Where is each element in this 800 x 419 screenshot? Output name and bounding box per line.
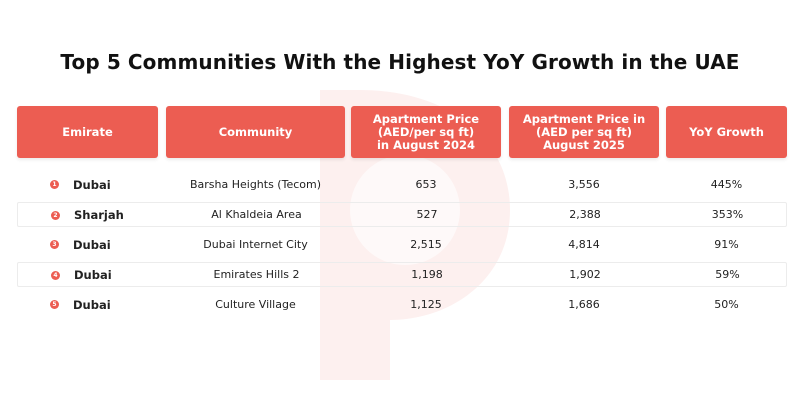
header-label: YoY Growth bbox=[689, 124, 764, 139]
community-cell: Culture Village bbox=[215, 298, 296, 311]
table-row: 4 Dubai Emirates Hills 2 1,198 1,902 59% bbox=[17, 262, 787, 287]
emirate-cell: Dubai bbox=[73, 237, 111, 252]
price-2025-cell: 1,902 bbox=[569, 268, 601, 281]
price-2025-cell: 3,556 bbox=[568, 178, 600, 191]
price-2025-cell: 4,814 bbox=[568, 238, 600, 251]
emirate-cell: Dubai bbox=[74, 267, 112, 282]
header-label: Apartment Price (AED/per sq ft) in Augus… bbox=[372, 111, 480, 152]
header-price-2025: Apartment Price in (AED per sq ft) Augus… bbox=[509, 106, 659, 158]
table-row: 5 Dubai Culture Village 1,125 1,686 50% bbox=[17, 292, 787, 317]
table-row: 3 Dubai Dubai Internet City 2,515 4,814 91% bbox=[17, 232, 787, 257]
growth-cell: 50% bbox=[714, 298, 739, 311]
rank-badge: 5 bbox=[50, 300, 59, 309]
emirate-cell: Dubai bbox=[73, 297, 111, 312]
table-row: 2 Sharjah Al Khaldeia Area 527 2,388 353% bbox=[17, 202, 787, 227]
community-cell: Barsha Heights (Tecom) bbox=[189, 178, 322, 191]
header-emirate: Emirate bbox=[17, 106, 158, 158]
growth-cell: 59% bbox=[715, 268, 740, 281]
emirate-cell: Dubai bbox=[73, 177, 111, 192]
community-cell: Al Khaldeia Area bbox=[211, 208, 302, 221]
price-2025-cell: 1,686 bbox=[568, 298, 600, 311]
header-yoy-growth: YoY Growth bbox=[666, 106, 787, 158]
price-2024-cell: 653 bbox=[415, 178, 437, 191]
price-2024-cell: 1,198 bbox=[411, 268, 443, 281]
community-cell: Emirates Hills 2 bbox=[213, 268, 300, 281]
price-2024-cell: 527 bbox=[416, 208, 438, 221]
growth-cell: 91% bbox=[714, 238, 739, 251]
header-label: Apartment Price in (AED per sq ft) Augus… bbox=[522, 111, 646, 152]
emirate-cell: Sharjah bbox=[74, 207, 124, 222]
header-label: Emirate bbox=[62, 124, 113, 139]
rank-badge: 4 bbox=[51, 271, 60, 280]
rank-badge: 2 bbox=[51, 211, 60, 220]
table-row: 1 Dubai Barsha Heights (Tecom) 653 3,556 445% bbox=[17, 172, 787, 197]
price-2024-cell: 2,515 bbox=[410, 238, 442, 251]
price-2025-cell: 2,388 bbox=[569, 208, 601, 221]
rank-badge: 3 bbox=[50, 240, 59, 249]
growth-cell: 445% bbox=[710, 178, 743, 191]
header-label: Community bbox=[218, 124, 293, 139]
header-price-2024: Apartment Price (AED/per sq ft) in Augus… bbox=[351, 106, 501, 158]
chart-title: Top 5 Communities With the Highest YoY G… bbox=[60, 50, 740, 74]
growth-cell: 353% bbox=[711, 208, 744, 221]
community-cell: Dubai Internet City bbox=[203, 238, 308, 251]
price-2024-cell: 1,125 bbox=[410, 298, 442, 311]
rank-badge: 1 bbox=[50, 180, 59, 189]
header-community: Community bbox=[166, 106, 345, 158]
